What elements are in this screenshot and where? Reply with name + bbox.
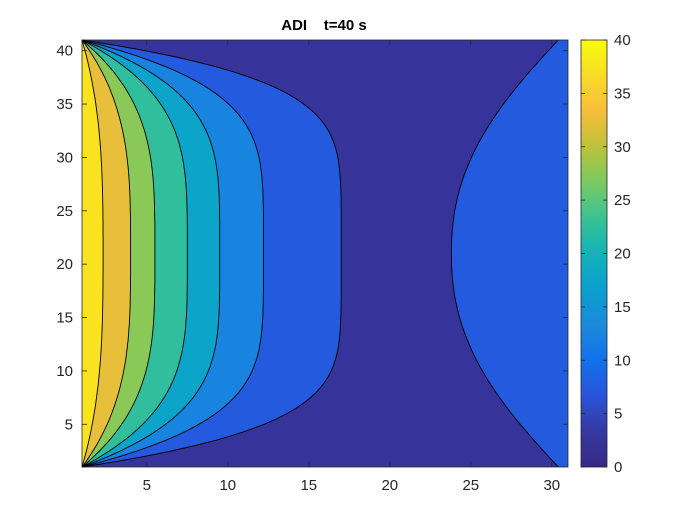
contour-line-15	[81, 39, 221, 468]
y-tick-label: 15	[56, 310, 73, 327]
y-tick-label: 40	[56, 43, 73, 60]
x-tick-label: 15	[300, 477, 317, 494]
contour-line-35	[81, 39, 104, 468]
contour-lines	[81, 39, 559, 468]
contour-line-30	[81, 39, 132, 468]
colorbar-tick-label: 0	[614, 459, 622, 476]
y-tick-label: 20	[56, 256, 73, 273]
y-tick-label: 10	[56, 363, 73, 380]
x-axis: 5 10 15 20 25 30	[143, 40, 560, 494]
colorbar-ticks: 0 5 10 15 20 25 30 35 40	[581, 32, 631, 476]
contour-line-5	[450, 39, 559, 468]
contour-line-10	[81, 39, 264, 468]
y-tick-label: 5	[65, 416, 73, 433]
y-tick-label: 30	[56, 149, 73, 166]
contour-line-20	[81, 39, 188, 468]
x-tick-label: 5	[143, 477, 151, 494]
chart-title: ADI t=40 s	[281, 17, 366, 34]
contour-band-35-40	[82, 40, 104, 467]
colorbar-tick-label: 5	[614, 406, 622, 423]
y-axis: 5 10 15 20 25 30 35 40	[56, 43, 568, 433]
contour-band-35-40	[82, 40, 85, 467]
x-tick-label: 10	[219, 477, 236, 494]
colorbar-gradient	[580, 39, 608, 468]
colorbar-tick-label: 20	[614, 246, 631, 263]
colorbar: 0 5 10 15 20 25 30 35 40	[580, 32, 631, 476]
x-tick-label: 30	[543, 477, 560, 494]
plot-frame	[81, 39, 569, 468]
y-tick-label: 35	[56, 96, 73, 113]
contour-band-right-5-10	[451, 40, 568, 467]
colorbar-tick-label: 30	[614, 139, 631, 156]
x-tick-label: 25	[462, 477, 479, 494]
colorbar-tick-label: 35	[614, 85, 631, 102]
colorbar-tick-label: 10	[614, 352, 631, 369]
plot-area: 5 10 15 20 25 30 5 10 15 20 25 30 35 40	[56, 39, 569, 494]
contour-line-5	[81, 39, 342, 468]
colorbar-tick-label: 40	[614, 32, 631, 49]
contour-line-25	[81, 39, 156, 468]
colorbar-tick-label: 15	[614, 299, 631, 316]
x-tick-label: 20	[381, 477, 398, 494]
y-tick-label: 25	[56, 203, 73, 220]
colorbar-tick-label: 25	[614, 192, 631, 209]
